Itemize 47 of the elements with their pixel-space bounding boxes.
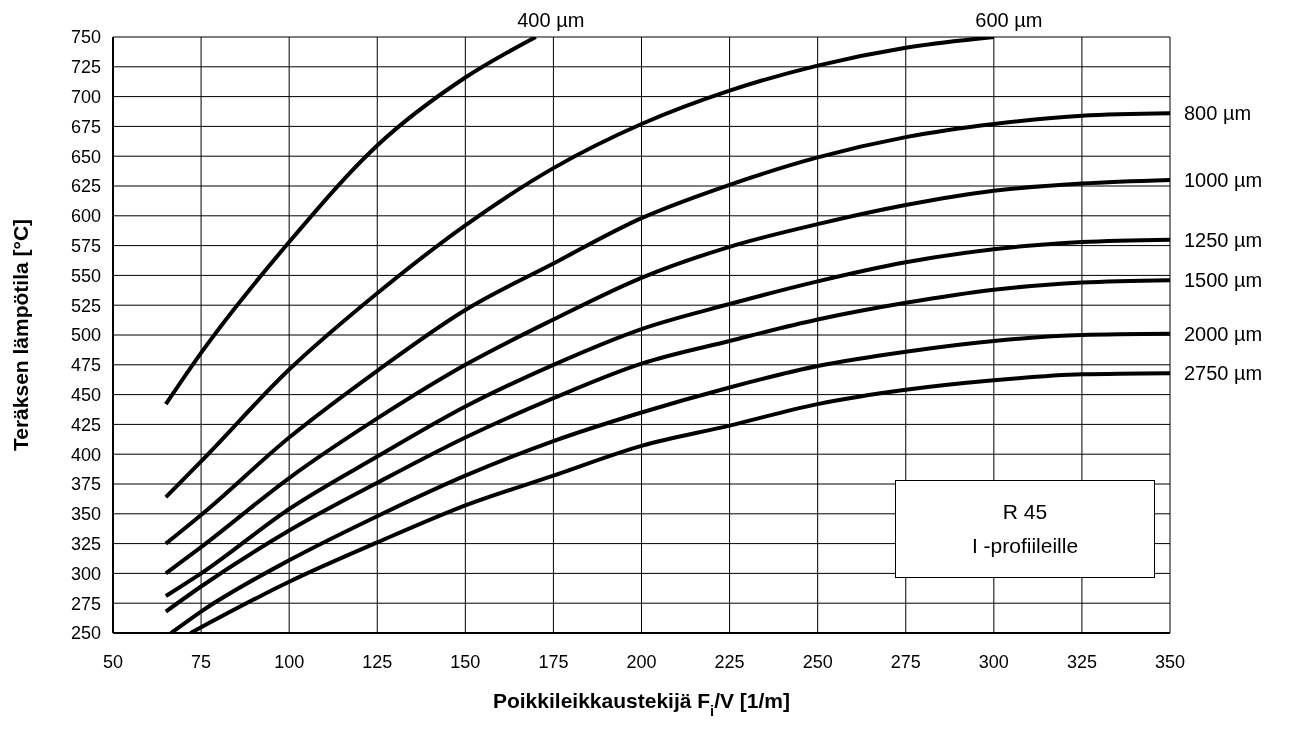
series-label: 600 µm <box>975 9 1043 31</box>
series-label: 1000 µm <box>1184 169 1263 192</box>
x-tick-label: 275 <box>890 651 921 672</box>
y-tick-label: 400 <box>70 444 101 465</box>
y-tick-label: 550 <box>70 265 101 286</box>
x-tick-label: 225 <box>714 651 745 672</box>
x-tick-label: 125 <box>362 651 393 672</box>
y-tick-label: 750 <box>70 27 101 48</box>
y-tick-label: 500 <box>70 325 101 346</box>
y-tick-label: 250 <box>70 623 101 644</box>
series-label: 800 µm <box>1184 102 1252 125</box>
y-tick-label: 275 <box>70 593 101 614</box>
y-tick-label: 525 <box>70 295 101 316</box>
annotation: I -profiileille <box>970 533 1080 559</box>
y-tick-label: 625 <box>70 176 101 197</box>
annotation: R 45 <box>1001 499 1049 525</box>
y-tick-label: 325 <box>70 533 101 554</box>
y-tick-label: 475 <box>70 355 101 376</box>
y-tick-label: 425 <box>70 414 101 435</box>
x-tick-label: 325 <box>1066 651 1097 672</box>
x-tick-label: 50 <box>102 651 124 672</box>
series-label: 1250 µm <box>1184 228 1263 251</box>
series-label: 1500 µm <box>1184 269 1263 292</box>
y-axis-title: Teräksen lämpötila [°C] <box>9 218 32 452</box>
y-tick-label: 725 <box>70 57 101 78</box>
y-tick-label: 575 <box>70 235 101 256</box>
y-tick-label: 700 <box>70 86 101 107</box>
x-tick-label: 100 <box>274 651 305 672</box>
y-tick-label: 650 <box>70 146 101 167</box>
note-box: R 45 I -profiileille <box>895 480 1155 578</box>
x-tick-label: 75 <box>191 651 212 672</box>
x-tick-label: 200 <box>626 651 657 672</box>
y-tick-label: 300 <box>70 563 101 584</box>
series-label: 400 µm <box>517 9 585 31</box>
y-tick-label: 450 <box>70 384 101 405</box>
x-tick-label: 250 <box>802 651 833 672</box>
y-tick-label: 375 <box>70 474 101 495</box>
x-tick-label: 300 <box>978 651 1009 672</box>
series-label: 2750 µm <box>1184 362 1263 385</box>
x-tick-label: 150 <box>450 651 481 672</box>
y-tick-label: 600 <box>70 206 101 227</box>
series-label: 2000 µm <box>1184 322 1263 345</box>
x-axis-title: Poikkileikkaustekijä F$_{i}$/V [1/m] <box>492 689 791 719</box>
y-tick-label: 350 <box>70 504 101 525</box>
y-tick-label: 675 <box>70 116 101 137</box>
x-tick-label: 350 <box>1154 651 1186 672</box>
x-tick-label: 175 <box>538 651 569 672</box>
